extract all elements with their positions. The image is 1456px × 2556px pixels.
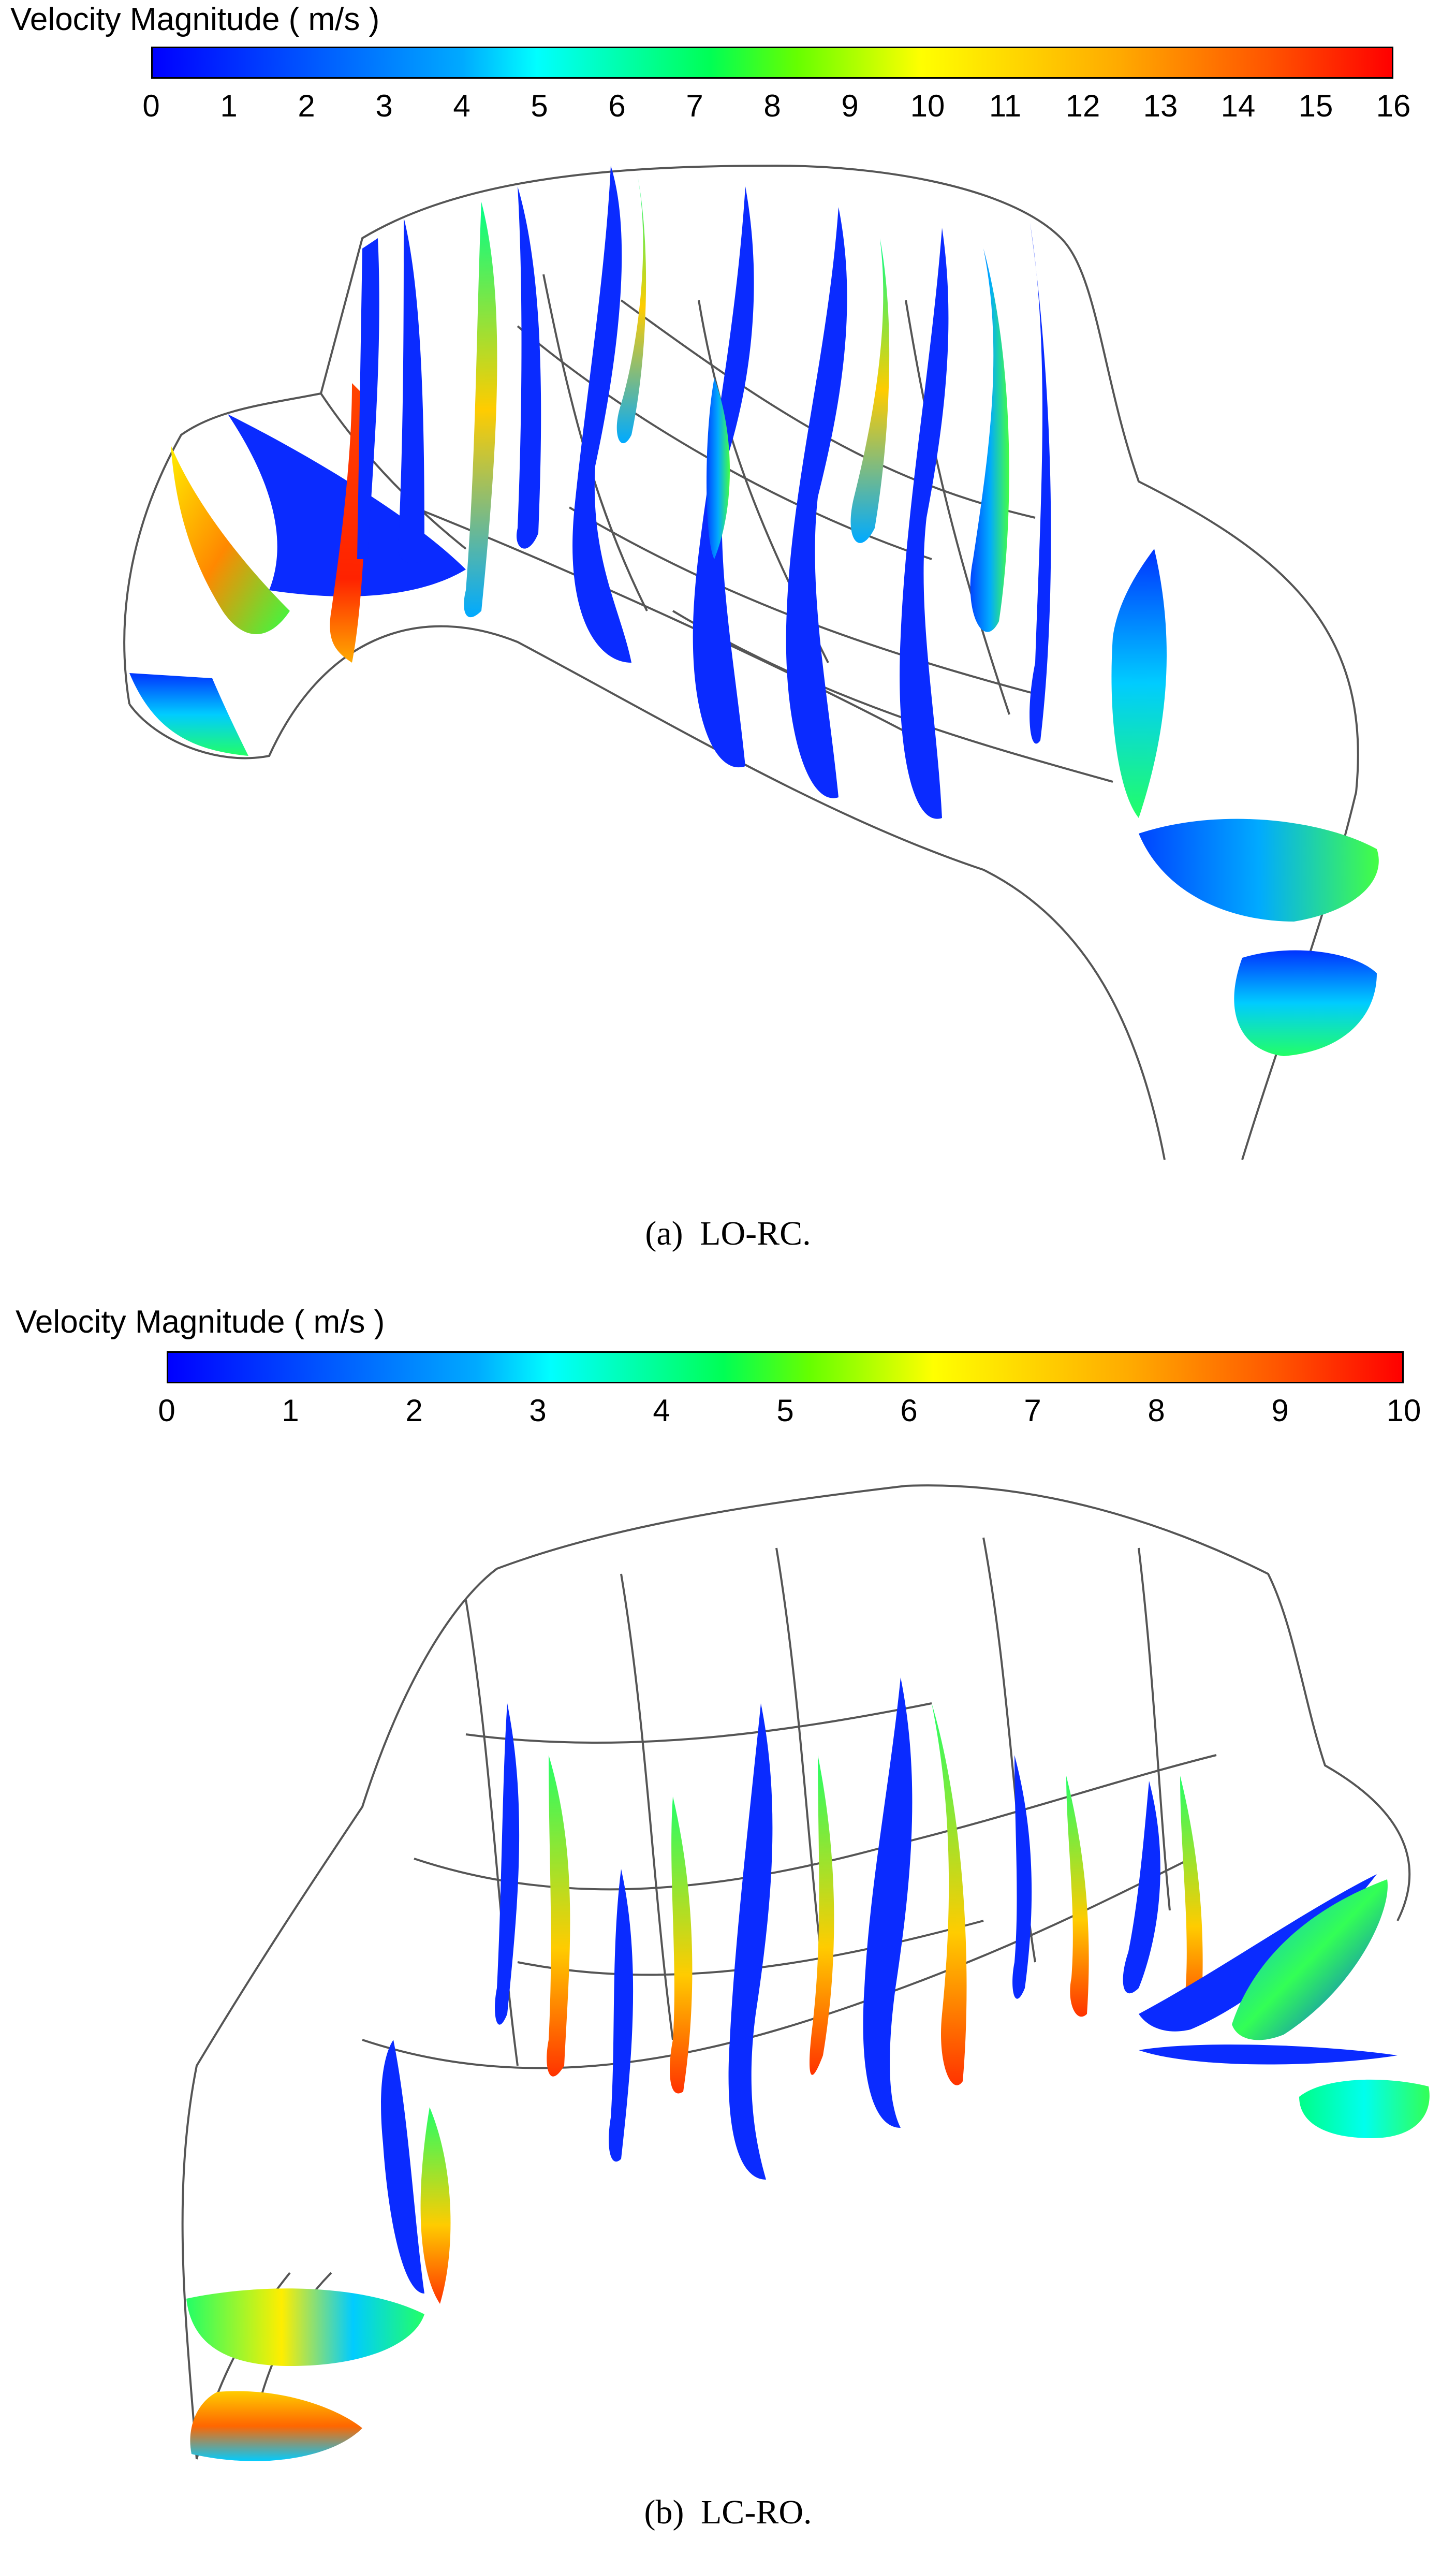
velocity-contour-plot xyxy=(123,164,1379,1160)
colorbar-tick-label: 8 xyxy=(763,89,781,123)
panel-a: Velocity Magnitude ( m/s ) 0 1 2 3 4 5 6 7 8 9 10 1… xyxy=(0,2,1456,1253)
colorbar-tick-label: 2 xyxy=(405,1393,423,1428)
cross-sections xyxy=(186,1677,1430,2461)
colorbar-tick-label: 11 xyxy=(989,89,1022,123)
colorbar-tick-label: 6 xyxy=(900,1393,918,1428)
panel-b: Velocity Magnitude ( m/s ) 0 1 2 3 4 5 6 7 8 9 10 xyxy=(0,1279,1456,2556)
cross-sections xyxy=(129,166,1379,1056)
caption-label: (b) xyxy=(644,2493,684,2531)
colorbar-tick-label: 12 xyxy=(1065,89,1100,123)
caption-b: (b) LC-RO. xyxy=(0,2493,1456,2532)
colorbar-tick-label: 10 xyxy=(1386,1393,1421,1428)
colorbar-tick-label: 5 xyxy=(776,1393,794,1428)
colorbar-tick-label: 16 xyxy=(1376,89,1411,123)
colorbar xyxy=(167,1351,1404,1383)
colorbar-tick-label: 5 xyxy=(531,89,548,123)
colorbar-tick-label: 4 xyxy=(653,1393,670,1428)
colorbar-tick-label: 0 xyxy=(158,1393,175,1428)
caption-text: LO-RC. xyxy=(700,1215,811,1252)
colorbar-tick-label: 7 xyxy=(1024,1393,1041,1428)
colorbar-title: Velocity Magnitude ( m/s ) xyxy=(16,1304,385,1340)
airway-outline xyxy=(123,164,1359,1160)
caption-a: (a) LO-RC. xyxy=(0,1214,1456,1253)
colorbar-tick-label: 13 xyxy=(1143,89,1178,123)
colorbar-tick-label: 9 xyxy=(1271,1393,1289,1428)
colorbar-tick-label: 2 xyxy=(298,89,315,123)
colorbar-tick-label: 1 xyxy=(220,89,238,123)
colorbar-tick-label: 4 xyxy=(453,89,470,123)
colorbar-tick-label: 1 xyxy=(282,1393,299,1428)
caption-label: (a) xyxy=(645,1215,683,1252)
colorbar-tick-label: 0 xyxy=(142,89,160,123)
colorbar-title: Velocity Magnitude ( m/s ) xyxy=(10,2,380,37)
velocity-contour-plot xyxy=(181,1484,1430,2461)
colorbar-tick-label: 3 xyxy=(529,1393,547,1428)
colorbar-tick-label: 14 xyxy=(1220,89,1256,123)
colorbar-tick-label: 7 xyxy=(686,89,703,123)
colorbar xyxy=(151,47,1393,79)
caption-text: LC-RO. xyxy=(700,2493,812,2531)
colorbar-tick-label: 6 xyxy=(608,89,626,123)
colorbar-tick-label: 15 xyxy=(1298,89,1333,123)
colorbar-tick-label: 3 xyxy=(375,89,393,123)
colorbar-tick-label: 10 xyxy=(910,89,945,123)
colorbar-tick-label: 9 xyxy=(841,89,859,123)
colorbar-tick-label: 8 xyxy=(1148,1393,1165,1428)
